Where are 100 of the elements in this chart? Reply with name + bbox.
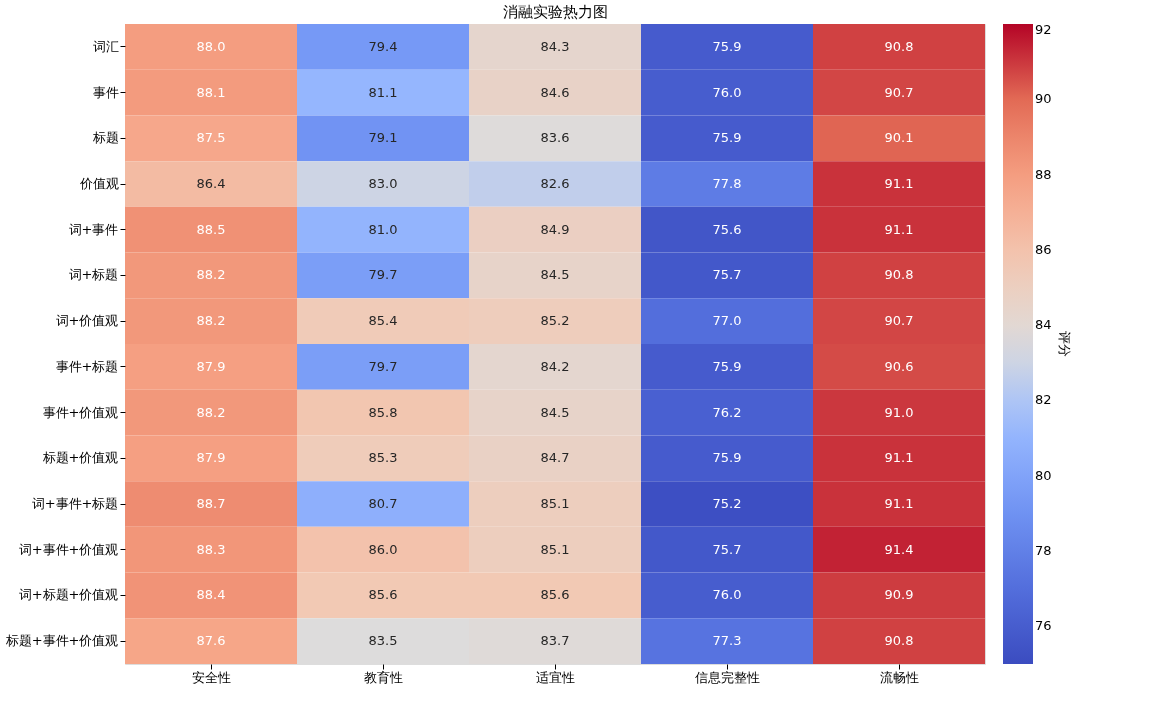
data-label: 88.5 <box>196 221 226 237</box>
data-label: 84.7 <box>540 450 570 466</box>
data-label: 75.7 <box>712 541 742 557</box>
data-label: 85.2 <box>540 313 570 329</box>
data-label: 75.9 <box>712 130 742 146</box>
data-label: 75.7 <box>712 267 742 283</box>
data-label: 75.2 <box>712 496 742 511</box>
data-label: 90.8 <box>884 38 914 54</box>
data-label: 87.6 <box>196 633 226 649</box>
data-label: 91.4 <box>884 541 914 557</box>
data-label: 75.9 <box>712 38 742 54</box>
data-label: 87.5 <box>196 130 226 146</box>
color-bar-label: 80 <box>1035 467 1052 483</box>
y-tick-label: 词+事件+价值观 <box>18 541 119 557</box>
y-tick-label: 标题+价值观 <box>41 450 119 466</box>
data-label: 79.7 <box>368 267 398 283</box>
data-label: 91.1 <box>884 176 914 191</box>
data-label: 88.3 <box>196 541 226 557</box>
data-label: 91.1 <box>884 496 914 511</box>
color-bar-label: 86 <box>1035 241 1052 257</box>
data-label: 88.7 <box>196 496 226 511</box>
y-tick-label: 词+标题 <box>68 267 119 283</box>
data-label: 84.2 <box>540 358 570 374</box>
data-label: 83.0 <box>368 176 398 191</box>
data-label: 75.9 <box>712 450 742 466</box>
data-label: 88.4 <box>196 587 226 603</box>
data-label: 88.1 <box>196 84 226 100</box>
x-tick-label: 适宜性 <box>535 669 575 685</box>
y-tick-label: 事件+标题 <box>55 358 119 374</box>
data-label: 85.1 <box>540 496 570 511</box>
data-label: 90.7 <box>884 84 914 100</box>
data-label: 88.2 <box>196 313 226 329</box>
data-label: 90.7 <box>884 313 914 329</box>
color-bar-label: 76 <box>1035 618 1052 634</box>
data-label: 84.5 <box>540 404 570 420</box>
data-label: 81.1 <box>368 84 398 100</box>
chart-title: 消融实验热力图 <box>502 3 608 21</box>
data-label: 85.1 <box>540 541 570 557</box>
data-label: 75.9 <box>712 358 742 374</box>
data-label: 88.2 <box>196 267 226 283</box>
y-tick-label: 词+事件+标题 <box>31 496 119 511</box>
data-label: 75.6 <box>712 221 742 237</box>
x-tick-label: 安全性 <box>191 669 231 685</box>
data-label: 83.7 <box>540 633 570 649</box>
y-tick-label: 标题 <box>91 130 119 146</box>
data-label: 91.0 <box>884 404 914 420</box>
data-label: 79.7 <box>368 358 398 374</box>
data-label: 85.6 <box>540 587 570 603</box>
color-bar-label: 90 <box>1035 91 1052 107</box>
data-label: 84.3 <box>540 38 570 54</box>
y-tick-label: 词+标题+价值观 <box>18 587 119 603</box>
color-bar-title: 评分 <box>1057 331 1072 357</box>
data-label: 76.2 <box>712 404 742 420</box>
data-label: 91.1 <box>884 450 914 466</box>
y-tick-label: 词汇 <box>92 38 119 54</box>
data-label: 85.3 <box>368 450 398 466</box>
data-label: 87.9 <box>196 358 226 374</box>
data-label: 88.2 <box>196 404 226 420</box>
data-label: 80.7 <box>368 496 398 511</box>
color-bar-label: 88 <box>1035 166 1052 182</box>
y-tick-label: 词+价值观 <box>55 313 119 329</box>
data-label: 85.8 <box>368 404 398 420</box>
data-label: 76.0 <box>712 587 742 603</box>
color-bar-label: 84 <box>1035 317 1052 333</box>
data-label: 88.0 <box>196 38 226 54</box>
x-tick-label: 信息完整性 <box>694 669 760 685</box>
data-label: 77.0 <box>712 313 742 329</box>
data-label: 76.0 <box>712 84 742 100</box>
color-bar-label: 82 <box>1035 392 1052 408</box>
color-bar-label: 92 <box>1035 22 1052 37</box>
data-label: 81.0 <box>368 221 398 237</box>
data-label: 86.0 <box>368 541 398 557</box>
data-label: 85.4 <box>368 313 398 329</box>
data-label: 79.4 <box>368 38 398 54</box>
data-label: 82.6 <box>540 176 570 191</box>
data-label: 90.6 <box>884 358 914 374</box>
data-label: 90.9 <box>884 587 914 603</box>
data-label: 77.3 <box>712 633 742 649</box>
y-tick-label: 标题+事件+价值观 <box>4 633 119 649</box>
y-tick-label: 事件+价值观 <box>42 404 119 420</box>
data-label: 86.4 <box>196 176 226 191</box>
y-tick-label: 事件 <box>92 84 119 100</box>
color-bar-label: 78 <box>1035 543 1052 559</box>
data-label: 83.6 <box>540 130 570 146</box>
data-label: 90.8 <box>884 633 914 649</box>
data-label: 84.5 <box>540 267 570 283</box>
data-label: 83.5 <box>368 633 398 649</box>
data-label: 77.8 <box>712 176 742 191</box>
data-label: 84.6 <box>540 84 570 100</box>
y-tick-label: 价值观 <box>78 176 119 191</box>
x-tick-label: 教育性 <box>363 669 403 685</box>
data-label: 90.1 <box>884 130 914 146</box>
x-tick-label: 流畅性 <box>879 669 919 685</box>
y-tick-label: 词+事件 <box>68 221 119 237</box>
data-label: 87.9 <box>196 450 226 466</box>
data-label: 85.6 <box>368 587 398 603</box>
data-label: 91.1 <box>884 221 914 237</box>
data-label: 79.1 <box>368 130 398 146</box>
data-label: 84.9 <box>540 221 570 237</box>
data-label: 90.8 <box>884 267 914 283</box>
